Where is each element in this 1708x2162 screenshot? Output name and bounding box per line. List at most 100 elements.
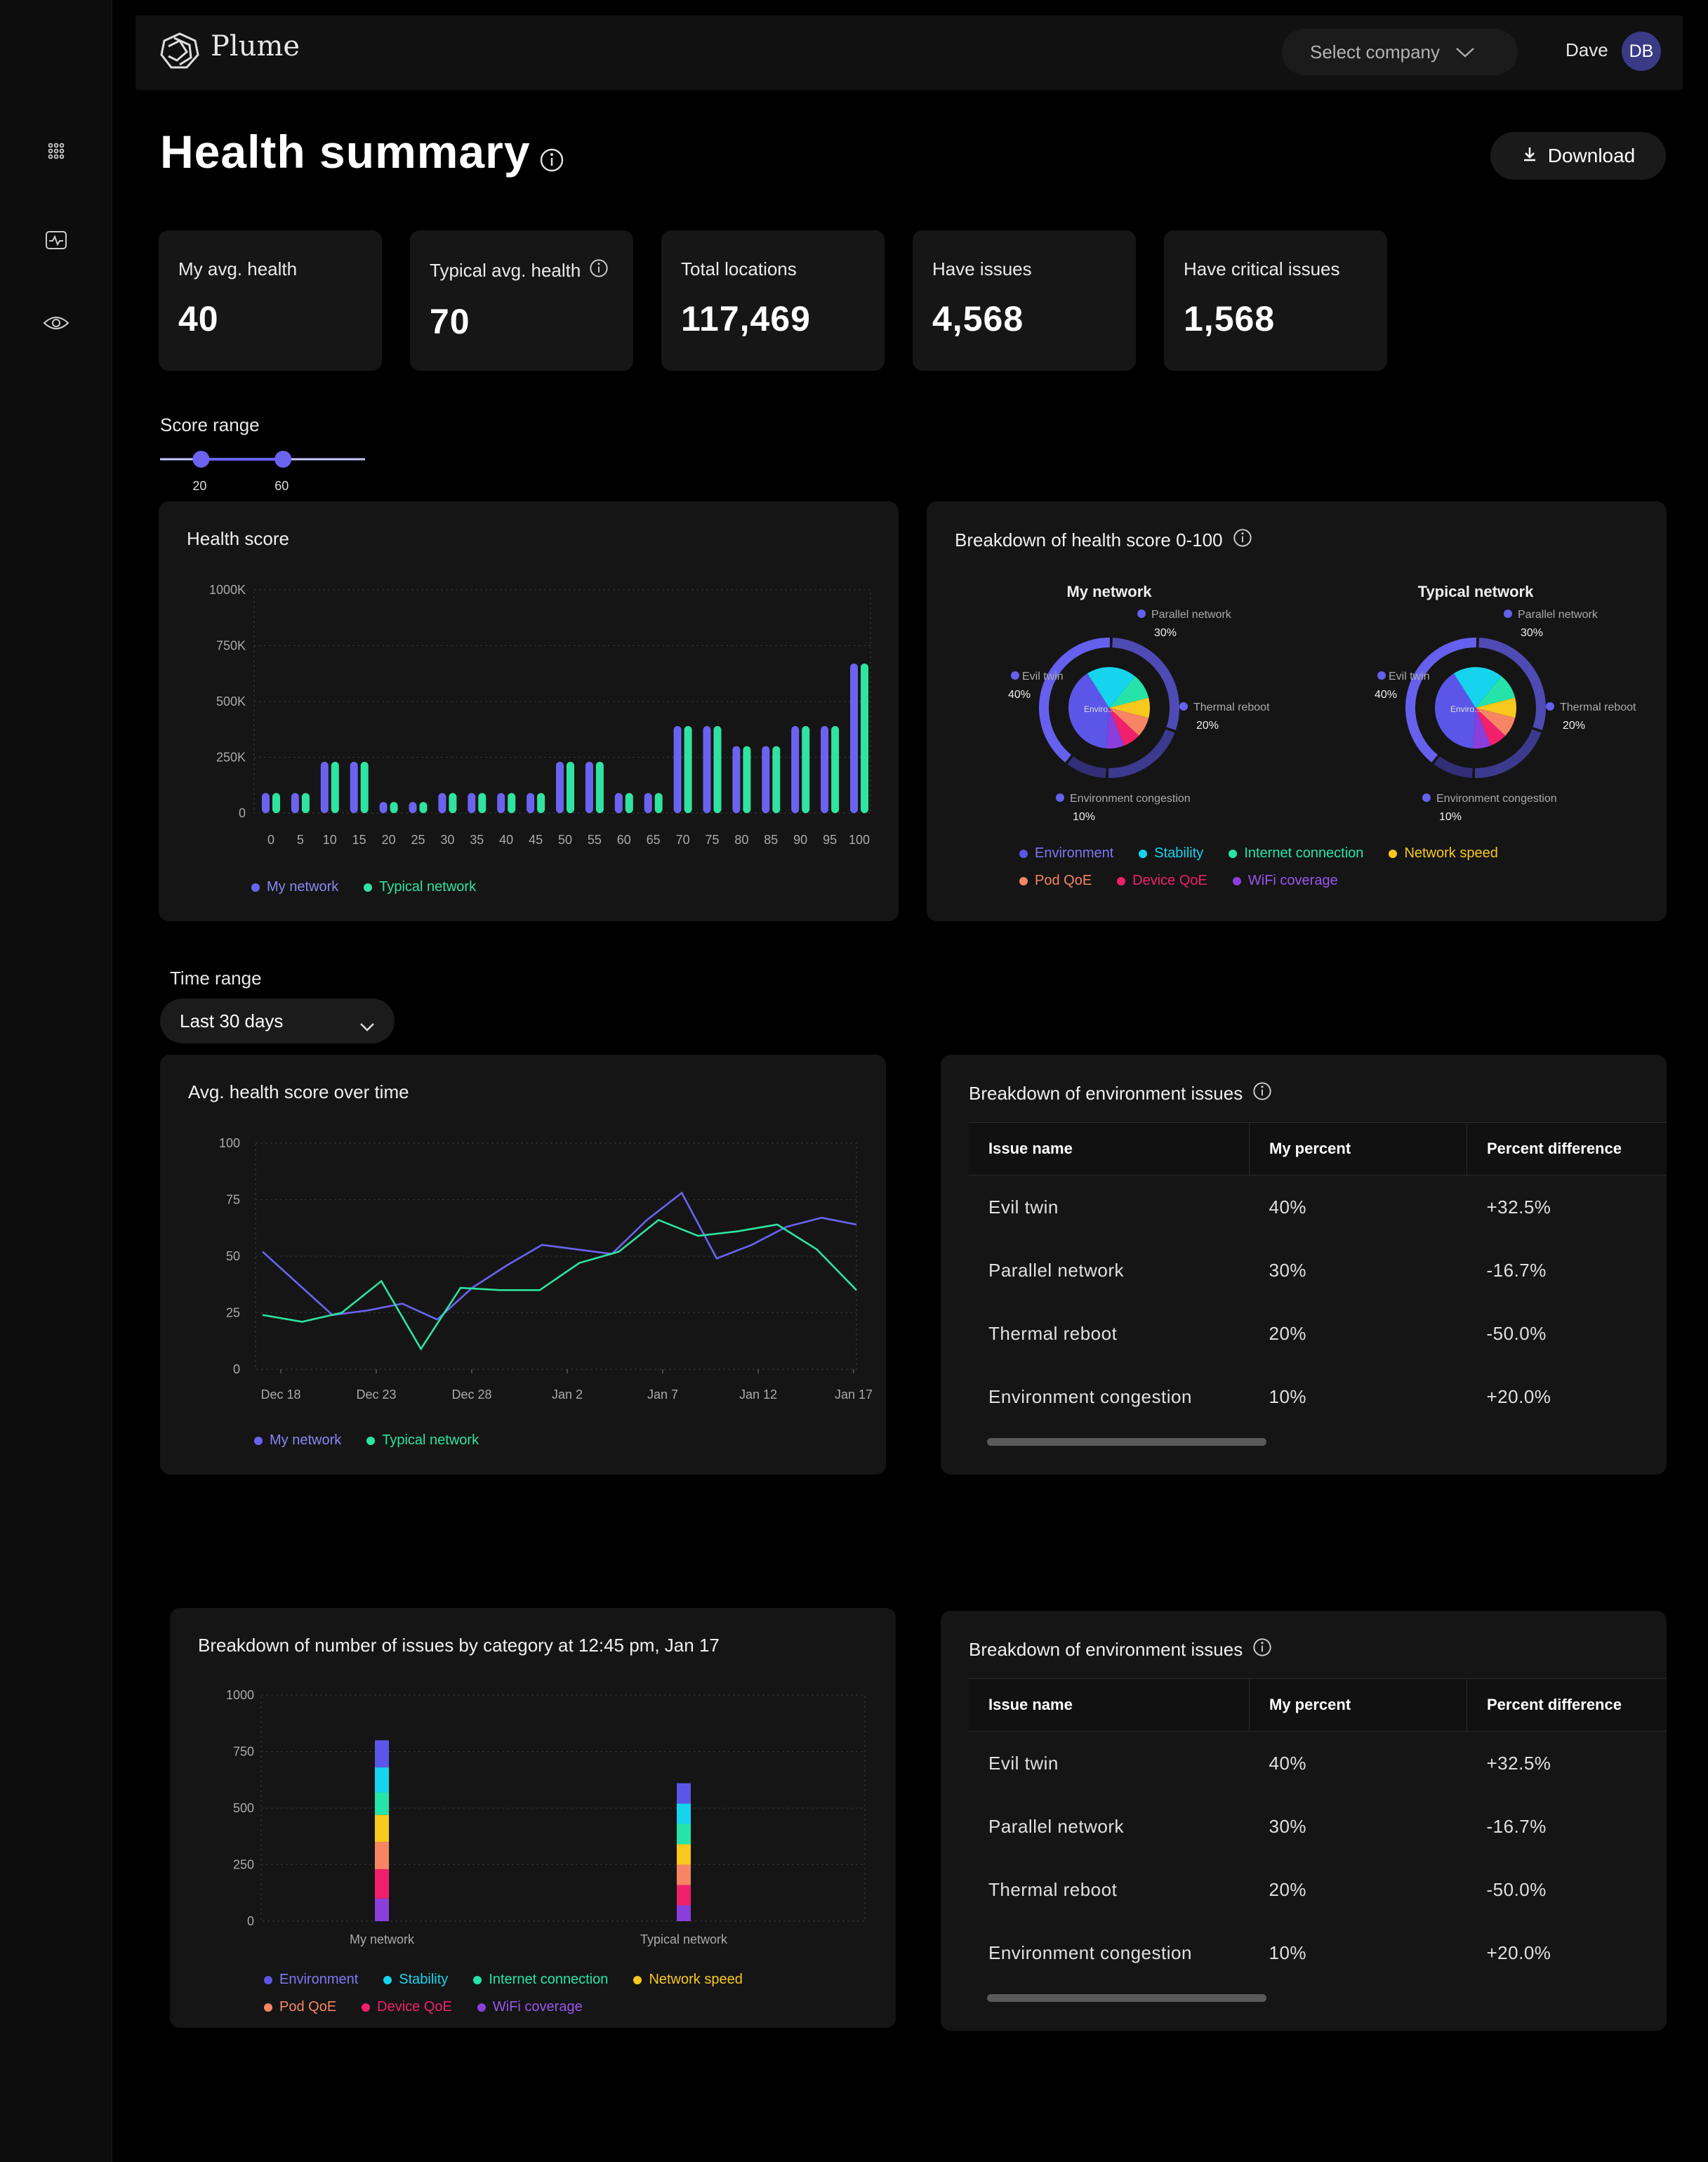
table-row[interactable]: Evil twin 40% +32.5% xyxy=(988,1196,1551,1218)
legend-environment[interactable]: Environment xyxy=(264,1972,358,1988)
table-row[interactable]: Evil twin 40% +32.5% xyxy=(988,1752,1551,1774)
y-tick-label: 750 xyxy=(233,1745,254,1759)
info-icon[interactable] xyxy=(1233,528,1252,553)
column-header[interactable]: My percent xyxy=(1249,1678,1467,1732)
bar xyxy=(556,761,564,813)
kpi-label: Typical avg. health xyxy=(430,260,581,281)
table-row[interactable]: Environment congestion 10% +20.0% xyxy=(988,1942,1551,1963)
column-header[interactable]: Issue name xyxy=(969,1678,1250,1732)
info-icon[interactable] xyxy=(1252,1637,1272,1662)
info-icon[interactable] xyxy=(1252,1081,1272,1106)
column-header[interactable]: My percent xyxy=(1249,1122,1467,1175)
y-tick-label: 0 xyxy=(233,1362,240,1376)
download-button[interactable]: Download xyxy=(1490,132,1666,180)
outer-pct: 20% xyxy=(1563,720,1585,732)
category-legend: Environment Stability Internet connectio… xyxy=(264,1972,868,2015)
y-tick-label: 75 xyxy=(226,1193,240,1207)
legend-pod-qoe[interactable]: Pod QoE xyxy=(1019,873,1092,889)
x-tick-label: Dec 18 xyxy=(260,1387,300,1402)
column-header[interactable]: Percent difference xyxy=(1467,1122,1667,1175)
card-title: Health score xyxy=(187,528,289,549)
legend-environment[interactable]: Environment xyxy=(1019,845,1113,862)
legend-internet-connection[interactable]: Internet connection xyxy=(1229,845,1363,862)
env-issues-card-2: Breakdown of environment issues Issue na… xyxy=(941,1611,1667,2031)
outer-label: Environment congestion xyxy=(1070,793,1191,805)
table-row[interactable]: Thermal reboot 20% -50.0% xyxy=(988,1322,1547,1344)
outer-pct: 40% xyxy=(1008,689,1031,701)
stack-segment xyxy=(375,1767,389,1793)
kpi-value: 1,568 xyxy=(1184,299,1276,338)
apps-grid-icon[interactable] xyxy=(42,137,70,165)
y-tick-label: 0 xyxy=(239,806,246,820)
legend-network-speed[interactable]: Network speed xyxy=(1389,845,1498,862)
x-tick-label: 55 xyxy=(588,833,602,847)
outer-segment xyxy=(1478,638,1546,730)
legend-network-speed[interactable]: Network speed xyxy=(633,1972,743,1988)
legend-stability[interactable]: Stability xyxy=(1139,845,1203,862)
bar xyxy=(301,793,310,813)
avg-health-line-chart: 0 25 50 75 100 Dec 18 Dec 23 Dec 28 Jan 2 Jan 7 Ja… xyxy=(219,1136,873,1402)
x-tick-label: 65 xyxy=(647,833,661,847)
column-header[interactable]: Percent difference xyxy=(1467,1678,1667,1732)
table-row[interactable]: Thermal reboot 20% -50.0% xyxy=(988,1878,1547,1900)
bar xyxy=(478,793,486,813)
inner-slice xyxy=(1106,708,1125,749)
legend-my-network[interactable]: My network xyxy=(254,1432,341,1449)
x-tick-label: 75 xyxy=(705,833,719,847)
bar xyxy=(821,725,829,813)
outer-segment xyxy=(1067,756,1106,778)
eye-icon[interactable] xyxy=(42,309,70,337)
y-tick-label: 25 xyxy=(226,1306,240,1320)
legend-device-qoe[interactable]: Device QoE xyxy=(1117,873,1207,889)
legend-wifi-coverage[interactable]: WiFi coverage xyxy=(1232,873,1338,889)
x-tick-label: Dec 28 xyxy=(451,1387,491,1402)
x-tick-label: Jan 7 xyxy=(647,1387,678,1402)
x-tick-label: 40 xyxy=(499,833,513,847)
bar xyxy=(625,793,633,813)
stack-segment xyxy=(677,1905,691,1921)
table-row[interactable]: Parallel network 30% -16.7% xyxy=(988,1815,1547,1837)
health-monitor-icon[interactable] xyxy=(42,226,70,254)
outer-label: Parallel network xyxy=(1151,609,1232,621)
horizontal-scrollbar[interactable] xyxy=(987,1994,1266,2002)
info-icon[interactable] xyxy=(539,147,564,176)
avatar[interactable]: DB xyxy=(1622,32,1661,71)
time-range-dropdown[interactable]: Last 30 days xyxy=(160,998,395,1043)
logo-text[interactable]: Plume xyxy=(211,30,300,62)
score-range-slider[interactable]: 20 60 xyxy=(159,449,369,502)
table-row[interactable]: Environment congestion 10% +20.0% xyxy=(988,1385,1551,1407)
inner-slice xyxy=(1109,676,1149,708)
user-name: Dave xyxy=(1565,39,1608,60)
legend-typical-network[interactable]: Typical network xyxy=(364,879,476,895)
legend-typical-network[interactable]: Typical network xyxy=(366,1432,479,1449)
health-breakdown-card: Breakdown of health score 0-100 My netwo… xyxy=(927,501,1667,921)
info-icon[interactable] xyxy=(589,258,609,283)
column-header[interactable]: Issue name xyxy=(969,1122,1250,1175)
inner-slice xyxy=(1435,673,1476,749)
category-legend: Environment Stability Internet connectio… xyxy=(1019,845,1609,889)
x-tick-label: 0 xyxy=(267,833,274,847)
legend-stability[interactable]: Stability xyxy=(383,1972,448,1988)
kpi-have-critical-issues: Have critical issues 1,568 xyxy=(1164,230,1387,371)
legend-my-network[interactable]: My network xyxy=(251,879,338,895)
card-title: Breakdown of number of issues by categor… xyxy=(198,1635,720,1656)
legend-wifi-coverage[interactable]: WiFi coverage xyxy=(477,1999,583,2015)
kpi-label: Have critical issues xyxy=(1184,258,1340,279)
slider-max-handle[interactable] xyxy=(274,451,292,468)
outer-pct: 40% xyxy=(1375,689,1397,701)
y-tick-label: 1000 xyxy=(226,1688,254,1702)
time-range-value: Last 30 days xyxy=(180,1010,284,1031)
select-company-dropdown[interactable]: Select company xyxy=(1282,29,1518,75)
kpi-value: 70 xyxy=(430,302,470,341)
sidebar xyxy=(0,0,112,2162)
y-tick-label: 250 xyxy=(233,1858,254,1872)
legend-pod-qoe[interactable]: Pod QoE xyxy=(264,1999,336,2015)
slider-min-handle[interactable] xyxy=(192,451,210,468)
table-row[interactable]: Parallel network 30% -16.7% xyxy=(988,1259,1547,1281)
bar xyxy=(320,761,329,813)
horizontal-scrollbar[interactable] xyxy=(987,1438,1266,1446)
legend-internet-connection[interactable]: Internet connection xyxy=(473,1972,608,1988)
plume-logo-icon[interactable] xyxy=(159,31,201,74)
kpi-value: 117,469 xyxy=(681,299,811,338)
legend-device-qoe[interactable]: Device QoE xyxy=(362,1999,452,2015)
